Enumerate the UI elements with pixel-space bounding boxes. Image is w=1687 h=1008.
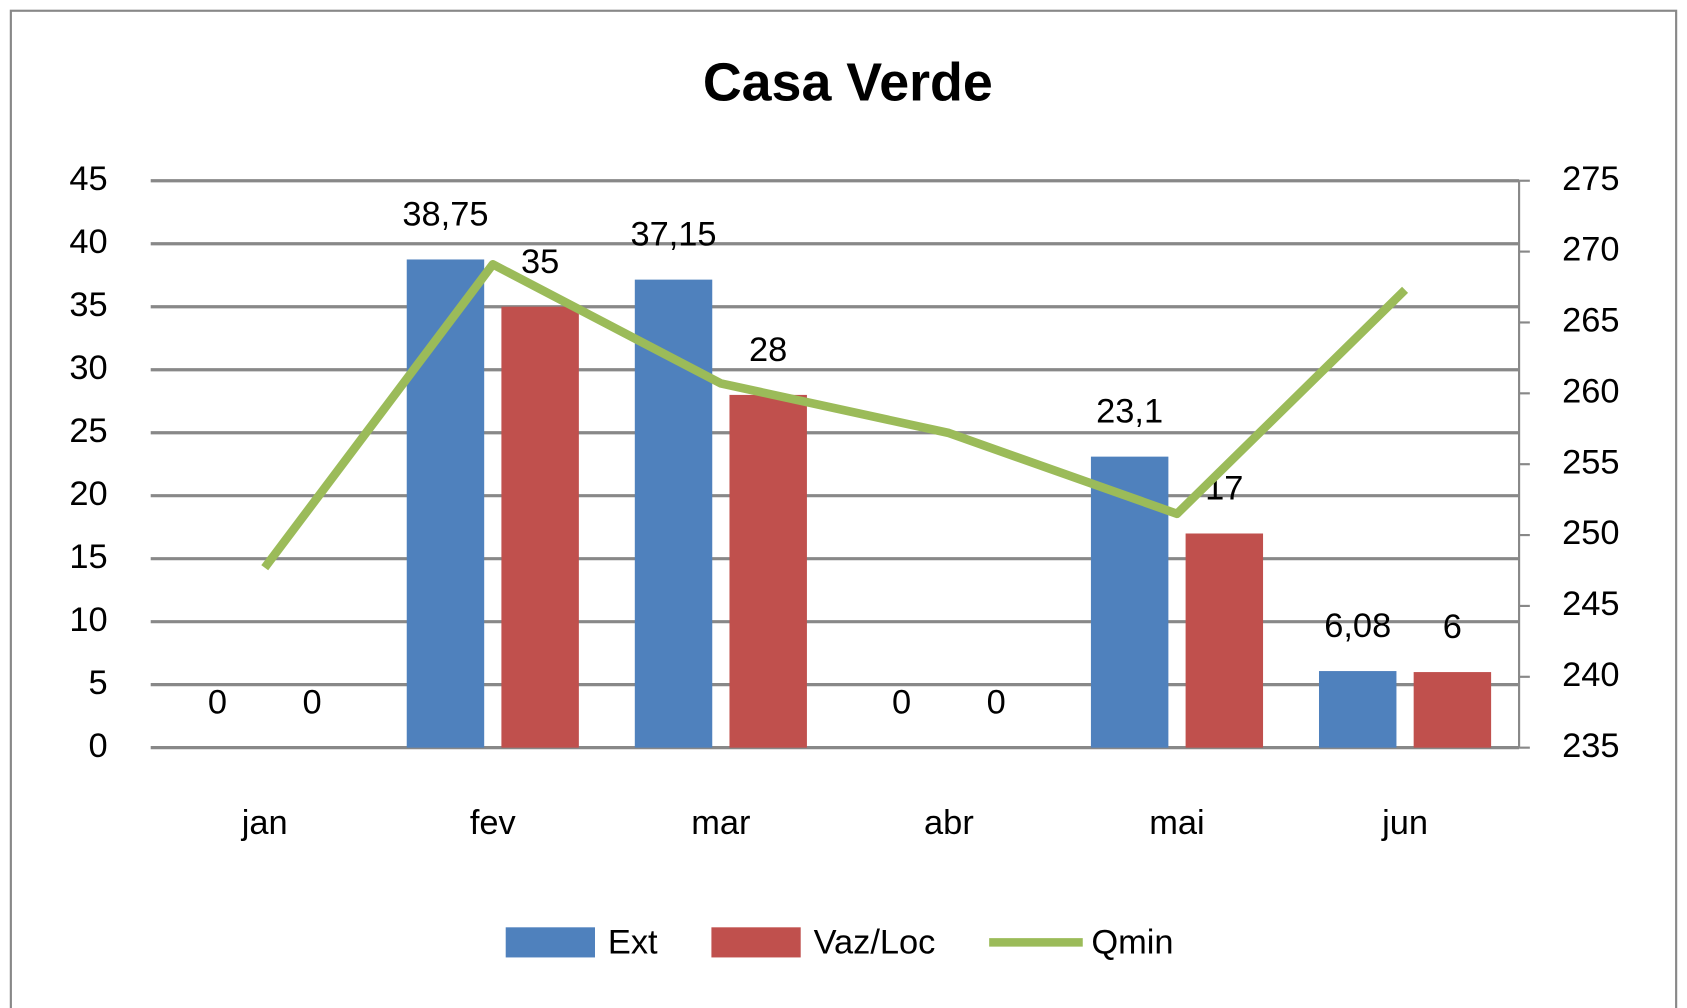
- y2-tick-label: 270: [1562, 231, 1619, 269]
- x-tick-label: fev: [470, 804, 517, 842]
- y2-tick-label: 235: [1562, 727, 1619, 765]
- y2-tick-label: 250: [1562, 514, 1619, 552]
- y-tick-label: 45: [69, 160, 107, 198]
- y2-tick-label: 240: [1562, 656, 1619, 694]
- bar: [634, 279, 713, 748]
- data-label: 0: [987, 684, 1006, 722]
- y2-tick-label: 265: [1562, 302, 1619, 340]
- data-label: 38,75: [402, 196, 488, 234]
- data-label: 0: [892, 684, 911, 722]
- y2-tick-label: 255: [1562, 443, 1619, 481]
- y-tick-label: 30: [69, 349, 107, 387]
- data-label: 0: [208, 684, 227, 722]
- data-label: 6,08: [1324, 607, 1391, 645]
- x-tick-label: jun: [1381, 804, 1428, 842]
- x-tick-label: mar: [691, 804, 750, 842]
- bar: [1318, 671, 1397, 748]
- y-tick-label: 0: [89, 727, 108, 765]
- y-tick-label: 15: [69, 538, 107, 576]
- legend-swatch: [505, 927, 595, 958]
- data-label: 35: [521, 243, 559, 281]
- line-series: [261, 260, 1409, 571]
- chart-title: Casa Verde: [703, 52, 993, 112]
- x-tick-label: jan: [241, 804, 288, 842]
- y2-tick-label: 245: [1562, 585, 1619, 623]
- data-label: 23,1: [1096, 393, 1163, 431]
- data-label: 37,15: [630, 216, 716, 254]
- y-tick-label: 10: [69, 601, 107, 639]
- bar: [1413, 672, 1492, 748]
- y2-tick-label: 275: [1562, 160, 1619, 198]
- y-tick-label: 5: [89, 664, 108, 702]
- bar: [406, 259, 485, 748]
- bar: [729, 394, 807, 748]
- legend-swatch: [711, 927, 801, 958]
- x-tick-label: abr: [924, 804, 974, 842]
- bar: [501, 306, 579, 748]
- y-tick-label: 25: [69, 412, 107, 450]
- data-label: 28: [749, 331, 787, 369]
- legend-label: Qmin: [1091, 924, 1173, 962]
- y-tick-label: 40: [69, 223, 107, 261]
- legend-label: Vaz/Loc: [814, 924, 936, 962]
- data-label: 6: [1443, 608, 1462, 646]
- legend-label: Ext: [608, 924, 658, 962]
- y2-tick-label: 260: [1562, 372, 1619, 410]
- data-label: 0: [302, 684, 321, 722]
- y-tick-label: 20: [69, 475, 107, 513]
- x-tick-label: mai: [1149, 804, 1204, 842]
- chart-frame: [9, 9, 1678, 1008]
- bar: [1185, 533, 1264, 748]
- y-tick-label: 35: [69, 286, 107, 324]
